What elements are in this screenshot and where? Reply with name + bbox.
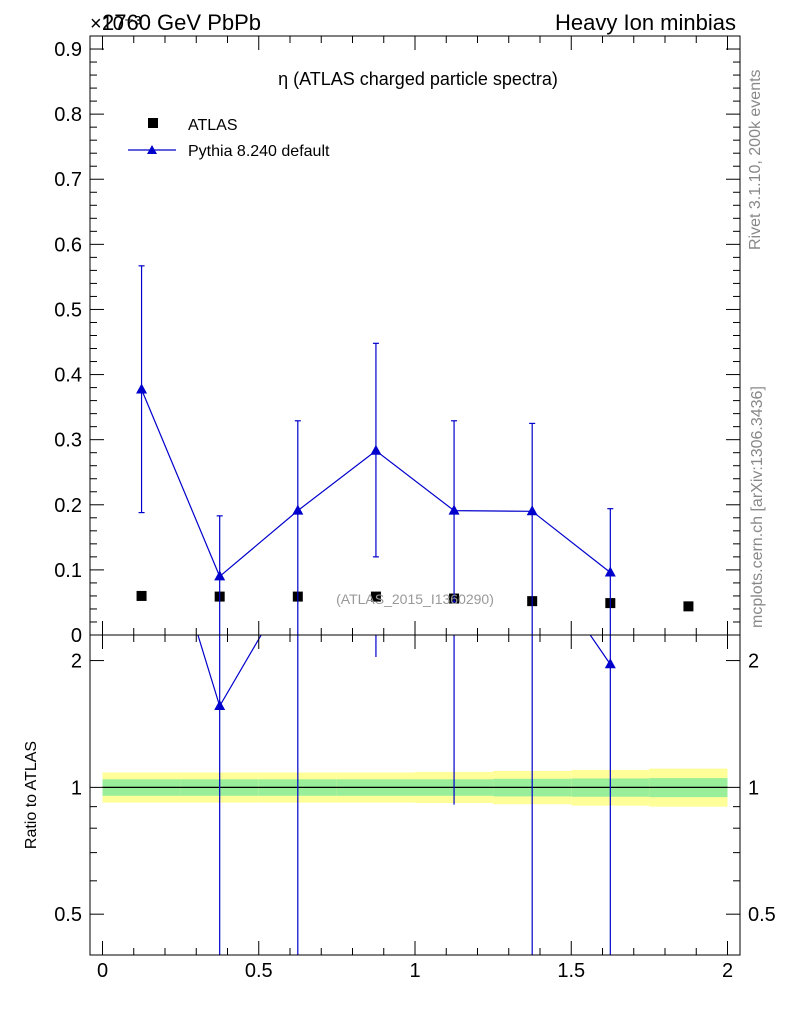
- ratio-y-tick-label-right: 2: [748, 651, 759, 673]
- pythia-data-point: [292, 504, 304, 515]
- legend-pythia-marker: [147, 145, 157, 154]
- pythia-data-point: [136, 383, 148, 394]
- ratio-y-tick-label: 2: [71, 651, 82, 673]
- legend-pythia-label: Pythia 8.240 default: [188, 143, 330, 160]
- x-tick-label: 0: [97, 960, 108, 982]
- pythia-data-point: [214, 570, 226, 581]
- axis-exponent: ×10⁻³: [90, 13, 141, 35]
- mcplots-note: mcplots.cern.ch [arXiv:1306.3436]: [749, 386, 766, 628]
- x-tick-label: 1: [409, 960, 420, 982]
- x-tick-label: 1.5: [557, 960, 585, 982]
- main-y-tick-label: 0.3: [54, 430, 82, 452]
- ratio-y-tick-label: 0.5: [54, 904, 82, 926]
- ratio-y-tick-label-right: 1: [748, 777, 759, 799]
- pythia-data-point: [370, 444, 382, 455]
- plot-title: η (ATLAS charged particle spectra): [278, 69, 558, 89]
- analysis-watermark: (ATLAS_2015_I1360290): [336, 591, 494, 607]
- main-y-tick-label: 0.5: [54, 299, 82, 321]
- rivet-note: Rivet 3.1.10, 200k events: [747, 69, 764, 250]
- collision-label: 2760 GeV PbPb: [102, 10, 261, 35]
- atlas-data-point: [136, 590, 147, 601]
- main-y-tick-label: 0.1: [54, 560, 82, 582]
- main-data-layer: [136, 265, 694, 635]
- pythia-data-point: [604, 566, 616, 577]
- main-y-tick-label: 0.6: [54, 234, 82, 256]
- process-label: Heavy Ion minbias: [555, 10, 736, 35]
- main-y-tick-label: 0.2: [54, 495, 82, 517]
- x-tick-label: 0.5: [245, 960, 273, 982]
- x-tick-label: 2: [722, 960, 733, 982]
- legend-atlas-label: ATLAS: [188, 117, 238, 134]
- pythia-data-point: [448, 504, 460, 515]
- main-y-tick-label: 0.8: [54, 104, 82, 126]
- ratio-y-label: Ratio to ATLAS: [23, 741, 40, 849]
- main-y-tick-label: 0.9: [54, 39, 82, 61]
- main-panel: 0 0.1 0.2 0.3 0.4 0.5 0.6 0.7 0.8 0.9: [54, 35, 741, 647]
- ratio-pythia-point: [604, 658, 616, 669]
- main-y-tick-label: 0: [71, 625, 82, 647]
- legend: ATLAS Pythia 8.240 default: [128, 117, 330, 160]
- ratio-panel: 0.5 0.5 1 1 2 2 0 0.5 1 1.5 2: [54, 634, 776, 982]
- ratio-data-layer: [102, 635, 728, 955]
- ratio-y-tick-label-right: 0.5: [748, 904, 776, 926]
- ratio-y-tick-label: 1: [71, 777, 82, 799]
- legend-atlas-marker: [148, 118, 158, 128]
- main-y-tick-label: 0.4: [54, 365, 82, 387]
- atlas-data-point: [683, 601, 694, 612]
- atlas-data-point: [370, 591, 381, 602]
- main-y-tick-label: 0.7: [54, 169, 82, 191]
- ratio-pythia-point: [214, 700, 226, 711]
- pythia-data-point: [526, 505, 538, 516]
